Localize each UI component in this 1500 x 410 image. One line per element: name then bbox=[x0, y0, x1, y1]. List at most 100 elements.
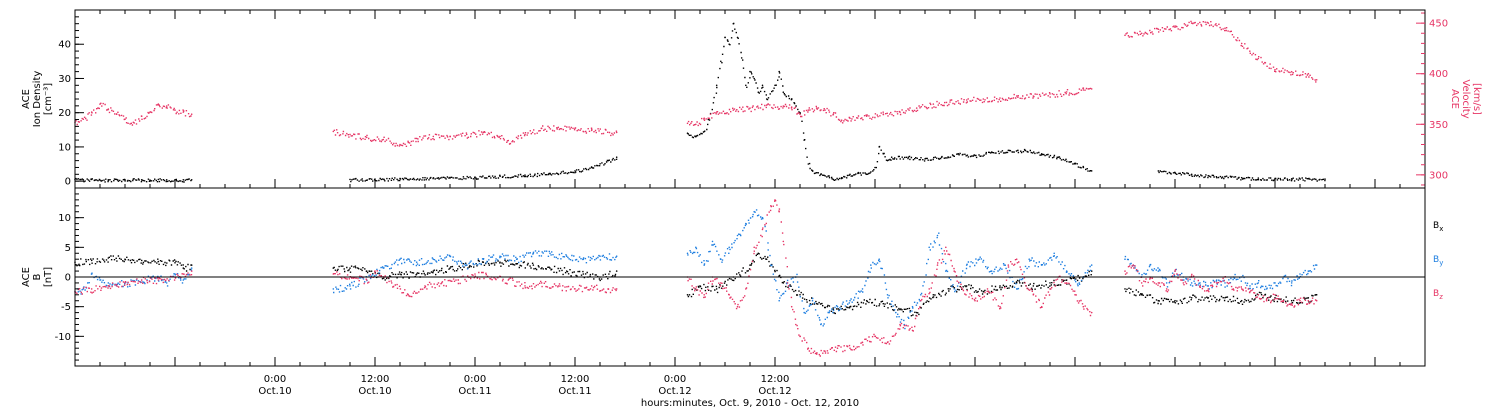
velocity-axis-tick-label: 450 bbox=[1429, 19, 1448, 30]
density-point bbox=[1257, 177, 1260, 179]
field-bx-point bbox=[532, 264, 535, 266]
field-bz-point bbox=[1007, 264, 1010, 266]
legend-entry: Bz bbox=[1433, 289, 1443, 301]
velocity-point bbox=[190, 113, 193, 115]
field-axis-label-line-2: B bbox=[32, 273, 43, 280]
field-bz-point bbox=[1215, 282, 1218, 284]
velocity-points bbox=[333, 125, 618, 147]
field-bx-point bbox=[757, 252, 760, 255]
field-by-point bbox=[686, 252, 689, 255]
velocity-point bbox=[1224, 27, 1226, 30]
time-tick-label: 0:00 bbox=[464, 374, 486, 385]
field-bx-point bbox=[1174, 299, 1176, 302]
field-by-segment bbox=[686, 209, 1093, 330]
velocity-point bbox=[840, 119, 843, 121]
density-point bbox=[840, 176, 843, 179]
field-by-point bbox=[711, 240, 714, 243]
density-point bbox=[703, 130, 705, 133]
density-point bbox=[753, 77, 755, 80]
field-bz-point bbox=[1024, 282, 1026, 284]
density-point bbox=[1224, 175, 1226, 178]
field-bz-point bbox=[849, 347, 851, 350]
field-bz-point bbox=[974, 299, 976, 302]
field-bz-point bbox=[1140, 282, 1143, 284]
velocity-point bbox=[1065, 91, 1068, 93]
field-by-point bbox=[1257, 282, 1260, 284]
field-bx-point bbox=[182, 267, 185, 269]
field-bz-point bbox=[557, 285, 560, 287]
velocity-point bbox=[415, 137, 418, 140]
field-bx-point bbox=[965, 285, 968, 287]
velocity-point bbox=[799, 113, 801, 115]
field-by-point bbox=[515, 258, 518, 261]
time-tick-label: 0:00 bbox=[264, 374, 286, 385]
field-bx-point bbox=[799, 294, 801, 296]
field-bz-point bbox=[182, 273, 185, 275]
density-point bbox=[715, 84, 718, 87]
field-by-point bbox=[615, 255, 618, 257]
field-bz-point bbox=[124, 282, 126, 284]
field-bz-point bbox=[574, 288, 576, 290]
field-bx-points bbox=[1125, 287, 1317, 305]
velocity-point bbox=[574, 127, 576, 130]
field-by-point bbox=[1265, 288, 1268, 290]
field-bz-point bbox=[1040, 305, 1043, 308]
field-bx-point bbox=[157, 260, 160, 263]
velocity-point bbox=[140, 115, 143, 117]
velocity-point bbox=[1090, 88, 1093, 90]
field-bx-point bbox=[432, 270, 435, 272]
velocity-point bbox=[832, 113, 835, 115]
density-axis-tick-label: 40 bbox=[58, 40, 71, 51]
top-panel-frame bbox=[74, 9, 1426, 189]
field-by-point bbox=[861, 288, 864, 290]
field-by-point bbox=[703, 264, 705, 266]
field-by-point bbox=[761, 216, 764, 219]
velocity-point bbox=[432, 135, 435, 138]
field-bz-point bbox=[790, 305, 793, 308]
field-bz-point bbox=[1299, 299, 1301, 302]
field-bz-point bbox=[1074, 294, 1076, 296]
field-bz-point bbox=[1232, 288, 1235, 290]
field-bx-point bbox=[1157, 299, 1160, 302]
density-point bbox=[732, 22, 735, 25]
field-bz-point bbox=[540, 282, 543, 284]
velocity-point bbox=[1140, 32, 1143, 35]
velocity-point bbox=[749, 107, 751, 109]
field-bz-point bbox=[590, 285, 593, 287]
field-bz-point bbox=[874, 335, 876, 338]
velocity-point bbox=[482, 131, 485, 134]
velocity-point bbox=[695, 123, 697, 126]
field-by-point bbox=[736, 234, 739, 237]
field-bz-point bbox=[1090, 311, 1093, 314]
velocity-point bbox=[107, 108, 110, 110]
field-by-point bbox=[1065, 270, 1068, 272]
field-bz-point bbox=[107, 285, 110, 287]
density-point bbox=[115, 178, 118, 181]
field-bz-point bbox=[407, 294, 410, 296]
field-by-point bbox=[449, 255, 451, 257]
field-bx-point bbox=[1224, 297, 1226, 299]
field-bz-point bbox=[815, 353, 818, 355]
density-point bbox=[828, 175, 830, 177]
field-by-point bbox=[165, 282, 168, 284]
velocity-point bbox=[732, 109, 735, 111]
density-point bbox=[940, 156, 943, 158]
field-bx-point bbox=[349, 267, 351, 269]
density-point bbox=[165, 179, 168, 181]
time-axis-label: hours:minutes, Oct. 9, 2010 - Oct. 12, 2… bbox=[641, 398, 859, 409]
velocity-point bbox=[499, 135, 501, 138]
field-bz-point bbox=[911, 329, 914, 332]
velocity-point bbox=[174, 109, 176, 111]
field-bx-point bbox=[1140, 294, 1143, 296]
velocity-axis-tick-label: 300 bbox=[1429, 170, 1448, 181]
field-bx-point bbox=[1049, 282, 1051, 284]
field-by-point bbox=[1040, 264, 1043, 266]
field-bx-point bbox=[515, 263, 518, 265]
density-point bbox=[349, 178, 351, 181]
field-bz-point bbox=[1240, 288, 1243, 290]
velocity-axis-tick-label: 350 bbox=[1429, 120, 1448, 131]
density-point bbox=[190, 179, 193, 181]
field-by-point bbox=[1290, 282, 1293, 284]
field-by-point bbox=[920, 294, 922, 296]
